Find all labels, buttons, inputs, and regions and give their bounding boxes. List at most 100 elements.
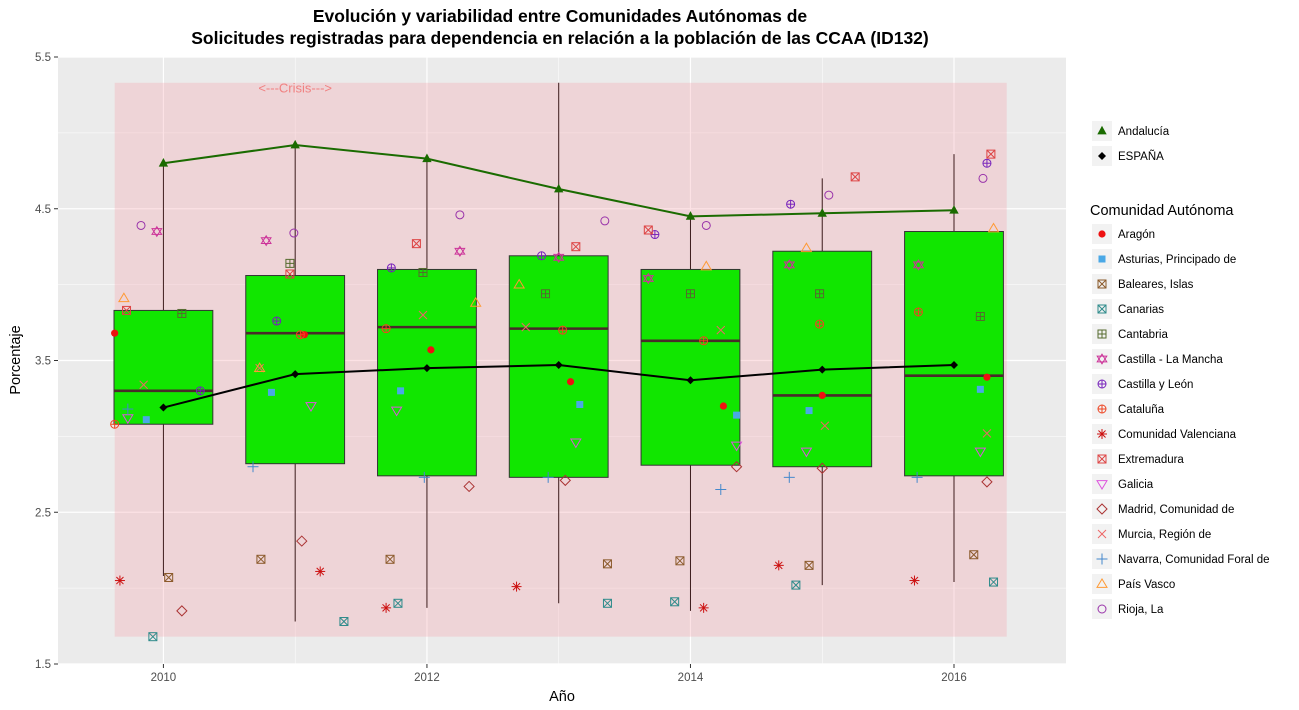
box-2014 (640, 216, 741, 611)
point-comunidad-valenciana (909, 575, 920, 586)
point-extremadura (571, 242, 581, 252)
legend-label-extremadura: Extremadura (1118, 454, 1184, 466)
point-murcia-region-de (139, 380, 149, 390)
point-cantabria (815, 289, 825, 299)
point-galicia (730, 441, 743, 452)
point-cantabria (975, 311, 985, 321)
legend-label-comunidad-valenciana: Comunidad Valenciana (1118, 429, 1237, 441)
point-baleares-islas (969, 550, 979, 560)
point-andalucia (949, 205, 959, 214)
point-pais-vasco (469, 296, 482, 307)
point-navarra-comunidad-foral-de (783, 471, 795, 483)
legend-label-castilla-la-mancha: Castilla - La Mancha (1118, 354, 1223, 366)
boxes (113, 82, 1004, 622)
point-madrid-comunidad-de (730, 461, 743, 473)
legend-key-murcia-region-de (1097, 529, 1107, 539)
point-comunidad-valenciana (773, 560, 784, 571)
legend-label-murcia-region-de: Murcia, Región de (1118, 529, 1211, 541)
legend-label-baleares-islas: Baleares, Islas (1118, 279, 1194, 291)
point-asturias-principado-de (976, 385, 984, 393)
legend-label-navarra-comunidad-foral-de: Navarra, Comunidad Foral de (1118, 554, 1270, 566)
point-galicia (974, 447, 987, 458)
point-castilla-y-leon (195, 386, 205, 396)
point-murcia-region-de (255, 363, 264, 373)
point-cataluna (913, 307, 923, 317)
point-andalucia (290, 139, 300, 149)
point-aragon (983, 373, 991, 381)
point-castilla-la-mancha (553, 251, 565, 264)
point-castilla-la-mancha (912, 259, 925, 271)
point-rioja-la (136, 220, 146, 230)
x-tick-label: 2014 (678, 672, 704, 684)
point-extremadura (643, 225, 653, 235)
legend-key-bg (1092, 474, 1112, 494)
point-aragon (427, 346, 435, 354)
y-tick-label: 4.5 (35, 204, 51, 216)
x-axis-title: Año (549, 689, 575, 705)
point-asturias-principado-de (576, 401, 584, 409)
point-castilla-la-mancha (642, 272, 655, 285)
axis-ticks: 1.5 2.5 3.5 4.5 5.5 2010 2012 2014 2016 (35, 52, 967, 684)
point-navarra-comunidad-foral-de (247, 461, 259, 473)
point-comunidad-valenciana (315, 566, 326, 577)
point-madrid-comunidad-de (816, 462, 828, 474)
box-body (904, 231, 1004, 477)
point-castilla-la-mancha (454, 245, 466, 257)
point-andalucia (817, 208, 827, 217)
point-murcia-region-de (820, 421, 830, 431)
legend-key-aragon (1098, 230, 1106, 238)
legend-label-andalucia: Andalucía (1118, 126, 1170, 138)
legend-highlight: Andalucía ESPAÑA (1092, 121, 1170, 166)
point-espana (159, 403, 168, 412)
legend-label-rioja-la: Rioja, La (1118, 604, 1164, 616)
legend-key-canarias (1097, 304, 1107, 314)
point-andalucia (685, 211, 696, 220)
point-pais-vasco (253, 362, 266, 372)
legend-label-madrid-comunidad-de: Madrid, Comunidad de (1118, 504, 1234, 516)
point-asturias-principado-de (733, 411, 741, 419)
y-tick-label: 2.5 (35, 507, 51, 519)
point-extremadura (850, 172, 860, 182)
legend-key-cataluna (1097, 404, 1107, 414)
legend-key-extremadura (1097, 454, 1107, 464)
chart-title-line1: Evolución y variabilidad entre Comunidad… (313, 6, 808, 26)
chart-title-line2: Solicitudes registradas para dependencia… (191, 28, 929, 48)
point-cantabria (541, 289, 551, 299)
point-galicia (800, 447, 813, 458)
point-madrid-comunidad-de (981, 476, 993, 488)
legend-key-asturias-principado-de (1098, 255, 1106, 263)
point-extremadura (411, 239, 421, 249)
point-murcia-region-de (521, 322, 531, 332)
point-canarias (791, 580, 801, 590)
legend-key-bg (1092, 349, 1112, 369)
point-navarra-comunidad-foral-de (122, 403, 134, 415)
legend-key-madrid-comunidad-de (1096, 503, 1108, 515)
legend-label-asturias-principado-de: Asturias, Principado de (1118, 254, 1236, 266)
point-comunidad-valenciana (381, 602, 392, 613)
legend-label-castilla-y-leon: Castilla y León (1118, 379, 1193, 391)
legend-series: Aragón Asturias, Principado de Baleares, I… (1092, 224, 1270, 619)
point-navarra-comunidad-foral-de (542, 471, 554, 483)
point-andalucia (158, 158, 169, 167)
box-body (377, 268, 477, 477)
legend-label-cataluna: Cataluña (1118, 404, 1165, 416)
point-castilla-y-leon (386, 263, 396, 273)
legend-key-cantabria (1097, 329, 1107, 339)
box-body (772, 250, 873, 468)
point-asturias-principado-de (805, 407, 813, 415)
legend-label-espana: ESPAÑA (1118, 150, 1164, 163)
point-cataluna (381, 324, 391, 334)
point-galicia (569, 438, 582, 449)
box-2012 (377, 158, 477, 608)
point-rioja-la (289, 228, 299, 238)
point-madrid-comunidad-de (463, 480, 475, 493)
legend-key-bg (1092, 574, 1112, 594)
x-tick-label: 2012 (414, 672, 440, 684)
point-navarra-comunidad-foral-de (418, 471, 430, 483)
point-rioja-la (701, 220, 711, 230)
point-pais-vasco (800, 242, 813, 253)
point-asturias-principado-de (142, 416, 150, 424)
point-murcia-region-de (982, 428, 992, 438)
legend-key-espana (1098, 152, 1106, 160)
